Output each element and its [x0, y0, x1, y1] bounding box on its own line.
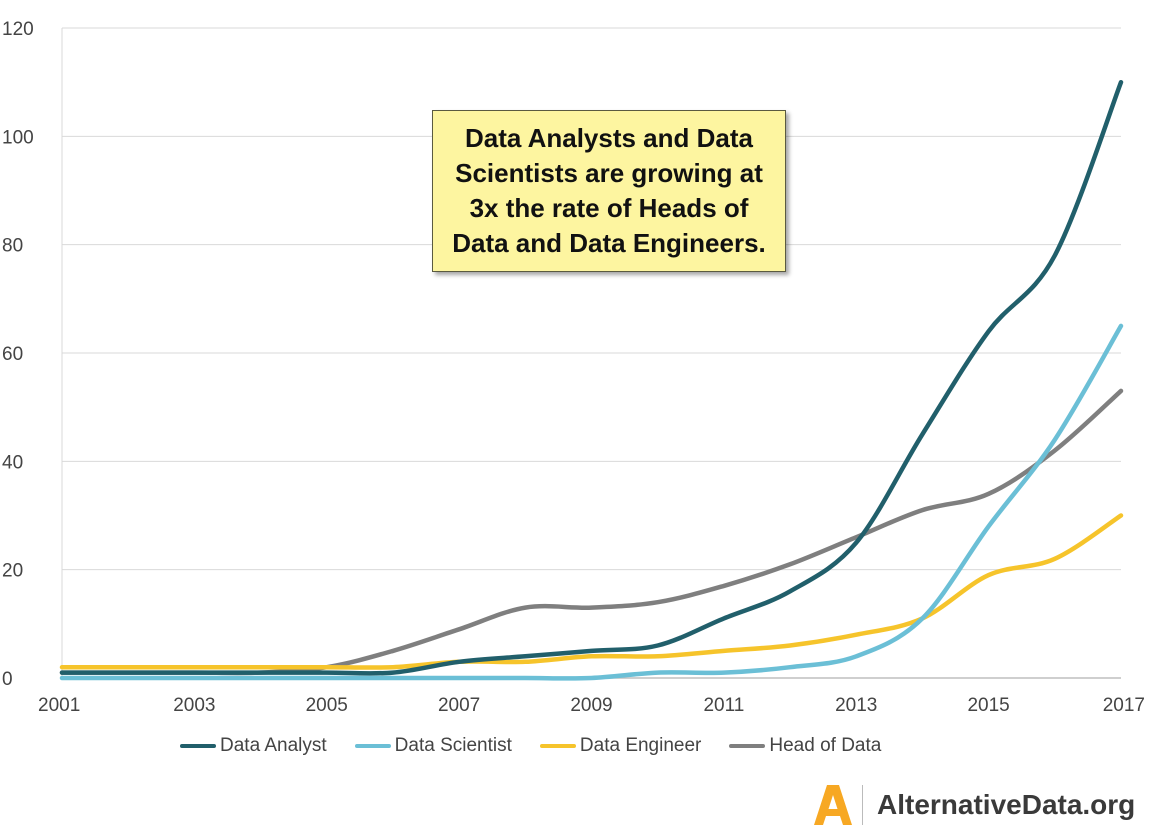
y-tick-label: 100 — [2, 127, 34, 148]
legend-swatch — [729, 744, 766, 748]
x-tick-label: 2015 — [967, 695, 1009, 716]
legend-swatch — [180, 744, 216, 748]
legend-label: Data Engineer — [579, 735, 702, 756]
alternativedata-logo-icon — [814, 785, 852, 825]
y-tick-label: 120 — [2, 19, 34, 40]
x-tick-label: 2013 — [835, 695, 877, 716]
x-tick-label: 2017 — [1103, 695, 1145, 716]
legend-item-head-of-data: Head of Data — [729, 735, 881, 757]
brand-name: AlternativeData.org — [877, 789, 1136, 820]
series-lines — [59, 79, 1124, 681]
series-line-head-of-data — [59, 388, 1124, 676]
x-tick-label: 2001 — [38, 695, 80, 716]
y-tick-label: 20 — [2, 561, 23, 582]
legend-label: Data Analyst — [220, 735, 327, 756]
chart-legend: Data Analyst Data Scientist Data Engineer H… — [180, 732, 909, 760]
callout-line-4: Data and Data Engineers. — [452, 228, 766, 258]
legend-label: Data Scientist — [394, 735, 512, 756]
legend-swatch — [539, 744, 576, 748]
x-tick-label: 2009 — [570, 695, 612, 716]
series-line-data-scientist — [59, 323, 1124, 681]
x-tick-label: 2007 — [438, 695, 480, 716]
legend-swatch — [354, 744, 391, 748]
legend-item-data-analyst: Data Analyst — [180, 735, 327, 757]
annotation-callout: Data Analysts and Data Scientists are gr… — [432, 110, 786, 272]
series-line-data-analyst — [59, 79, 1124, 676]
y-tick-label: 80 — [2, 236, 23, 257]
legend-label: Head of Data — [769, 735, 882, 756]
legend-item-data-engineer: Data Engineer — [539, 735, 702, 757]
legend-item-data-scientist: Data Scientist — [354, 735, 512, 757]
y-tick-label: 0 — [2, 669, 13, 690]
callout-line-1: Data Analysts and Data — [464, 123, 753, 153]
x-tick-label: 2003 — [173, 695, 215, 716]
y-tick-label: 40 — [2, 452, 23, 473]
brand-footer: AlternativeData.org — [814, 782, 1135, 828]
brand-divider — [862, 785, 863, 825]
x-tick-label: 2005 — [306, 695, 348, 716]
callout-line-3: 3x the rate of Heads of — [469, 193, 749, 223]
x-tick-label: 2011 — [703, 695, 744, 716]
series-line-data-engineer — [59, 513, 1124, 670]
callout-line-2: Scientists are growing at — [455, 158, 763, 188]
y-tick-label: 60 — [2, 344, 23, 365]
